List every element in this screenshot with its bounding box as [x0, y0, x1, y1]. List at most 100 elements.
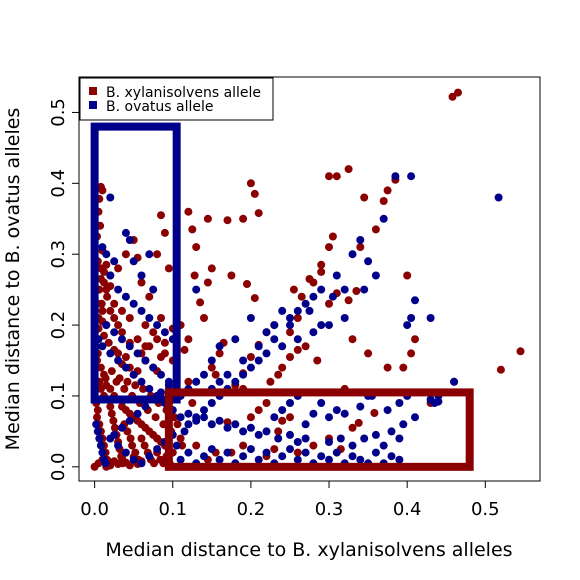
- xylanisolvens-point: [383, 186, 392, 195]
- xylanisolvens-point: [352, 287, 361, 295]
- xylanisolvens-point: [184, 335, 193, 344]
- ovatus-point: [336, 434, 345, 443]
- xylanisolvens-point: [383, 363, 392, 372]
- ovatus-point: [286, 314, 294, 322]
- xylanisolvens-point: [411, 335, 419, 344]
- ovatus-point: [215, 342, 224, 351]
- ovatus-point: [102, 321, 111, 330]
- ovatus-point: [200, 406, 208, 415]
- xylanisolvens-point: [96, 363, 105, 372]
- ovatus-point: [184, 409, 193, 418]
- xylanisolvens-point: [98, 306, 107, 315]
- xylanisolvens-point: [96, 384, 105, 393]
- xylanisolvens-point: [106, 282, 115, 291]
- ovatus-point: [231, 377, 240, 386]
- xylanisolvens-point: [137, 434, 146, 443]
- ovatus-point: [192, 377, 201, 386]
- ovatus-point: [246, 363, 255, 372]
- ovatus-point: [133, 409, 142, 418]
- y-axis: 0.0 0.1 0.2 0.3 0.4 0.5: [48, 98, 79, 481]
- ovatus-point: [192, 285, 201, 294]
- ovatus-point: [129, 455, 138, 464]
- xylanisolvens-point: [203, 278, 212, 287]
- ovatus-point: [137, 459, 146, 468]
- xylanisolvens-point: [126, 434, 135, 443]
- xylanisolvens-point: [131, 381, 140, 390]
- ovatus-point: [121, 292, 130, 301]
- xylanisolvens-point: [262, 399, 271, 407]
- ovatus-point: [403, 321, 412, 330]
- ovatus-point: [110, 328, 119, 337]
- ovatus-point: [371, 448, 380, 457]
- xylanisolvens-point: [246, 179, 255, 188]
- x-tick-label: 0.2: [237, 499, 266, 520]
- y-tick-label: 0.1: [48, 382, 69, 411]
- xylanisolvens-point: [139, 384, 148, 393]
- xylanisolvens-point: [286, 328, 294, 337]
- xylanisolvens-point: [246, 413, 255, 422]
- ovatus-point: [399, 420, 408, 429]
- ovatus-point: [411, 413, 419, 422]
- xylanisolvens-point: [101, 374, 110, 383]
- xylanisolvens-point: [104, 338, 113, 347]
- ovatus-point: [145, 452, 154, 461]
- ovatus-point: [207, 420, 216, 429]
- ovatus-point: [332, 271, 341, 280]
- xylanisolvens-point: [109, 416, 118, 425]
- x-tick-label: 0.0: [80, 499, 109, 520]
- ovatus-point: [246, 423, 255, 432]
- ovatus-point: [98, 448, 107, 457]
- xylanisolvens-point: [250, 294, 259, 303]
- xylanisolvens-point: [184, 207, 193, 216]
- ovatus-point: [309, 409, 318, 418]
- xylanisolvens-point: [223, 418, 232, 427]
- ovatus-region-box: [90, 122, 181, 404]
- y-axis-title: Median distance to B. ovatus alleles: [2, 108, 24, 451]
- xylanisolvens-point: [160, 338, 169, 347]
- ovatus-point: [239, 452, 248, 461]
- ovatus-point: [110, 430, 119, 439]
- xylanisolvens-point: [123, 377, 132, 386]
- ovatus-point: [110, 257, 119, 266]
- ovatus-point: [207, 356, 216, 365]
- xylanisolvens-point: [121, 353, 130, 361]
- plot-frame: [78, 76, 541, 482]
- ovatus-point: [176, 413, 185, 422]
- ovatus-point: [192, 416, 201, 425]
- xylanisolvens-point: [137, 278, 146, 287]
- ovatus-point: [348, 441, 357, 450]
- ovatus-point: [278, 452, 287, 461]
- xylanisolvens-point: [106, 384, 115, 393]
- xylanisolvens-point: [114, 349, 123, 358]
- xylanisolvens-point: [157, 314, 165, 322]
- ovatus-point: [184, 420, 193, 429]
- ovatus-point: [356, 455, 365, 464]
- ovatus-point: [106, 271, 115, 280]
- ovatus-point: [317, 399, 326, 407]
- ovatus-point: [278, 342, 287, 351]
- ovatus-point: [141, 402, 150, 411]
- ovatus-point: [293, 438, 302, 446]
- xylanisolvens-point: [114, 321, 123, 330]
- ovatus-point: [129, 370, 138, 379]
- xylanisolvens-point: [354, 418, 363, 427]
- y-tick-label: 0.2: [48, 311, 69, 340]
- xylanisolvens-point: [180, 345, 189, 354]
- ovatus-point: [223, 448, 232, 457]
- ovatus-point: [395, 399, 404, 407]
- xylanisolvens-point: [93, 413, 101, 422]
- xylanisolvens-point: [141, 342, 150, 351]
- ovatus-point: [426, 314, 435, 322]
- ovatus-point: [332, 448, 341, 457]
- xylanisolvens-point: [344, 165, 353, 174]
- xylanisolvens-point: [348, 335, 357, 344]
- legend-box: [79, 77, 274, 121]
- xylanisolvens-point: [96, 275, 105, 283]
- xylanisolvens-point: [107, 367, 116, 376]
- xylanisolvens-point: [239, 214, 248, 223]
- xylanisolvens-point: [140, 441, 149, 450]
- legend-swatch-xylanisolvens: [89, 87, 97, 95]
- xylanisolvens-point: [286, 413, 294, 422]
- xylanisolvens-point: [301, 342, 310, 351]
- ovatus-point: [434, 397, 443, 406]
